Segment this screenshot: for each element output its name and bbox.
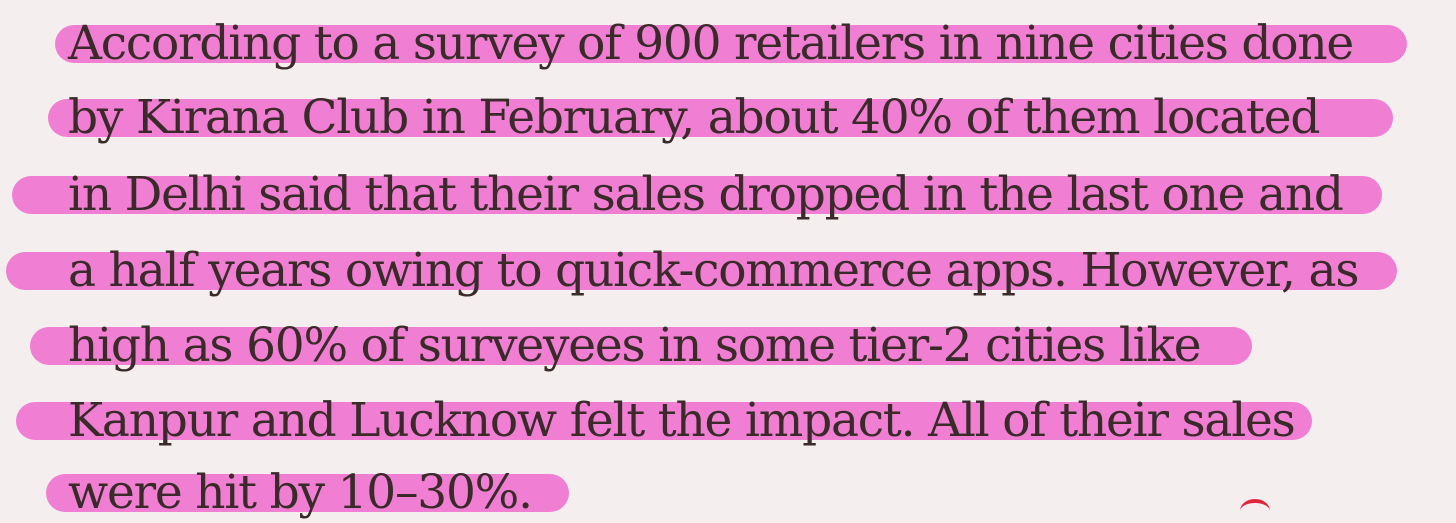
red-pen-mark [1240, 499, 1270, 523]
highlight-bar [16, 402, 1312, 440]
highlight-bar [55, 25, 1407, 63]
passage-line: According to a survey of 900 retailers i… [68, 16, 1354, 71]
highlight-bar [6, 252, 1397, 290]
passage-line: Kanpur and Lucknow felt the impact. All … [68, 393, 1296, 448]
passage-line: by Kirana Club in February, about 40% of… [68, 90, 1320, 145]
highlight-bar [30, 327, 1252, 365]
passage-line: in Delhi said that their sales dropped i… [68, 167, 1344, 222]
passage-line: were hit by 10–30%. [68, 465, 533, 520]
highlight-bar [48, 99, 1393, 137]
passage-line: high as 60% of surveyees in some tier-2 … [68, 318, 1202, 373]
highlight-bar [12, 176, 1382, 214]
passage-line: a half years owing to quick-commerce app… [68, 243, 1359, 298]
highlight-bar [46, 474, 569, 512]
